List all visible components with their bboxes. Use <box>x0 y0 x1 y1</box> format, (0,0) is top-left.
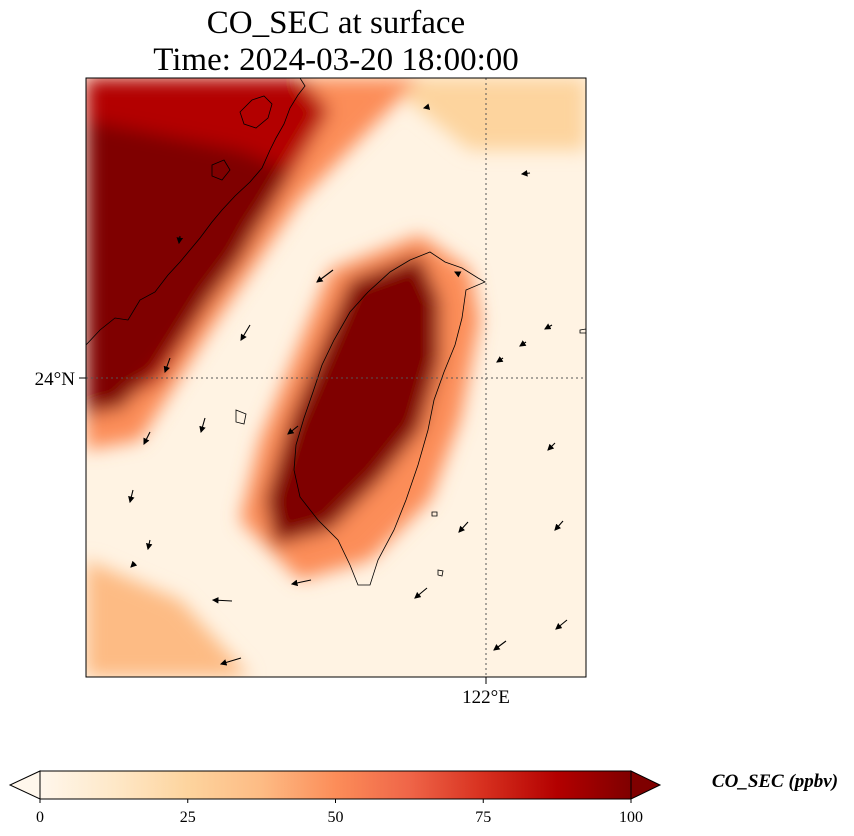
taiwan-coastline <box>293 251 486 586</box>
colorbar-title: CO_SEC (ppbv) <box>712 771 838 792</box>
wind-vector <box>422 103 431 110</box>
wind-vector <box>287 425 299 435</box>
wind-vector <box>454 271 462 278</box>
colorbar-tick-label: 0 <box>36 809 44 826</box>
lat-tick-label: 24°N <box>35 369 76 390</box>
wind-vector <box>547 442 556 451</box>
wind-vector <box>316 269 334 283</box>
colorbar-extend-max <box>630 770 662 800</box>
wind-vector <box>176 235 184 245</box>
map-title-line1: CO_SEC at surface <box>206 5 466 41</box>
wind-vector <box>145 539 153 551</box>
wind-vector <box>128 489 135 504</box>
colorbar-tick-label: 50 <box>328 809 344 826</box>
lon-tick-label: 122°E <box>462 687 510 708</box>
wind-vector <box>520 170 531 177</box>
wind-vector <box>240 324 251 341</box>
wind-vector <box>199 417 206 434</box>
gridlines <box>86 78 586 677</box>
wind-vector <box>458 521 469 533</box>
wind-vector <box>496 356 504 363</box>
wind-vectors <box>128 103 568 666</box>
wind-vector <box>414 587 428 599</box>
wind-vector <box>219 657 242 666</box>
colorbar-extend-min <box>8 770 41 800</box>
colorbar-tick-label: 75 <box>475 809 491 826</box>
wind-vector <box>143 431 151 445</box>
wind-vector <box>130 560 138 568</box>
wind-vector <box>493 640 507 651</box>
colorbar-tick-label: 25 <box>180 809 196 826</box>
colorbar-tick-label: 100 <box>619 809 643 826</box>
wind-vector <box>555 619 568 630</box>
colorbar: 0 25 50 75 100 CO_SEC (ppbv) <box>8 770 838 826</box>
wind-vector <box>544 323 553 330</box>
map-title-line2: Time: 2024-03-20 18:00:00 <box>153 42 519 78</box>
wind-vector <box>290 579 312 587</box>
wind-vector <box>554 520 564 531</box>
wind-vector <box>163 357 171 374</box>
wind-vector <box>519 340 527 347</box>
wind-vector <box>211 596 233 604</box>
colorbar-gradient <box>39 770 632 800</box>
mainland-coastline <box>86 78 306 346</box>
coastlines <box>86 78 586 586</box>
